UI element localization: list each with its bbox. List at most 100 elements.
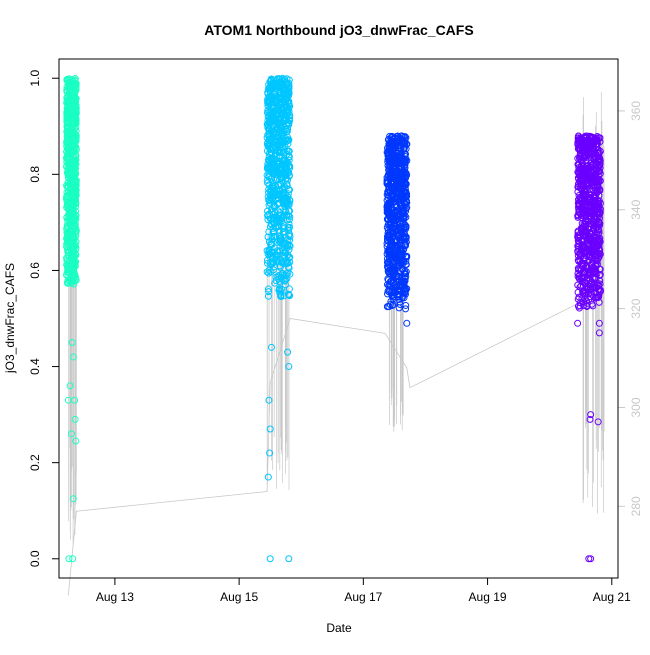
data-point — [575, 172, 583, 180]
data-point — [275, 122, 283, 130]
data-point — [285, 100, 293, 108]
data-point — [64, 138, 72, 146]
data-point — [393, 246, 401, 254]
y2-tick-label: 320 — [629, 298, 643, 318]
data-point — [399, 266, 407, 274]
data-point — [265, 246, 273, 254]
data-point — [384, 226, 392, 234]
data-point — [278, 134, 286, 142]
data-point — [387, 243, 395, 251]
data-point — [385, 140, 393, 148]
data-point — [271, 216, 279, 224]
data-point — [389, 295, 397, 303]
data-point — [271, 169, 279, 177]
data-point-outlier — [66, 382, 74, 390]
data-point — [587, 233, 595, 241]
data-point — [578, 295, 586, 303]
data-point — [284, 119, 292, 127]
data-point — [402, 301, 410, 309]
data-point — [274, 258, 282, 266]
data-point-outlier — [67, 430, 75, 438]
data-point — [386, 132, 394, 140]
data-point — [595, 199, 603, 207]
data-point — [400, 180, 408, 188]
data-point — [267, 185, 275, 193]
data-point — [71, 240, 79, 248]
data-point-outlier — [65, 555, 73, 563]
data-point — [576, 299, 584, 307]
data-point — [576, 138, 584, 146]
data-point — [590, 268, 598, 276]
data-point — [385, 210, 393, 218]
data-point — [401, 277, 409, 285]
data-point — [398, 154, 406, 162]
data-point — [65, 159, 73, 167]
data-point — [593, 133, 601, 141]
data-point — [396, 145, 404, 153]
data-point — [69, 251, 77, 259]
x-tick-label: Aug 15 — [220, 590, 258, 604]
data-point — [592, 171, 600, 179]
data-point — [385, 252, 393, 260]
data-point-outlier — [264, 473, 272, 481]
data-point — [69, 85, 77, 93]
data-point — [273, 176, 281, 184]
data-point — [593, 137, 601, 145]
data-point-outlier — [587, 555, 595, 563]
data-point — [595, 149, 603, 157]
data-point — [68, 188, 76, 196]
data-point — [595, 281, 603, 289]
data-point-outlier — [68, 339, 76, 347]
data-point — [267, 187, 275, 195]
data-point — [386, 170, 394, 178]
x-axis-label: Date — [326, 621, 352, 635]
data-point — [65, 147, 73, 155]
x-tick-label: Aug 19 — [469, 590, 507, 604]
data-point — [66, 181, 74, 189]
data-point — [283, 75, 291, 83]
data-point — [263, 134, 271, 142]
data-point-outlier — [586, 415, 594, 423]
altitude-layer — [67, 74, 605, 596]
data-point — [264, 292, 272, 300]
data-point — [72, 251, 80, 259]
data-point — [68, 179, 76, 187]
data-point — [574, 231, 582, 239]
data-point — [273, 84, 281, 92]
data-point — [285, 254, 293, 262]
data-point — [64, 211, 72, 219]
data-point — [67, 120, 75, 128]
data-point — [586, 198, 594, 206]
data-point — [263, 171, 271, 179]
data-point — [70, 267, 78, 275]
y-tick-label: 0.8 — [28, 166, 42, 183]
data-point — [283, 198, 291, 206]
data-point — [587, 149, 595, 157]
data-point — [265, 93, 273, 101]
data-point — [585, 194, 593, 202]
data-point — [63, 76, 71, 84]
data-point — [593, 250, 601, 258]
data-point — [265, 153, 273, 161]
data-point — [400, 140, 408, 148]
data-point — [282, 135, 290, 143]
data-point — [278, 76, 286, 84]
data-point — [387, 278, 395, 286]
data-point — [595, 210, 603, 218]
data-point — [268, 236, 276, 244]
data-point — [67, 92, 75, 100]
data-point — [286, 233, 294, 241]
data-point — [393, 241, 401, 249]
data-point — [272, 195, 280, 203]
data-point — [280, 227, 288, 235]
data-point — [67, 253, 75, 261]
data-point — [272, 224, 280, 232]
data-point — [575, 154, 583, 162]
data-point — [284, 159, 292, 167]
data-point — [395, 160, 403, 168]
data-point — [284, 190, 292, 198]
data-point — [285, 220, 293, 228]
data-point — [578, 171, 586, 179]
data-point — [272, 277, 280, 285]
data-point — [269, 228, 277, 236]
